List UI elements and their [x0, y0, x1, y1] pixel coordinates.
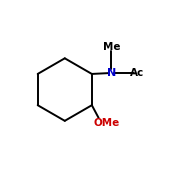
Text: Ac: Ac [130, 68, 145, 78]
Text: OMe: OMe [94, 118, 120, 128]
Text: Me: Me [102, 42, 120, 52]
Text: N: N [107, 68, 116, 78]
